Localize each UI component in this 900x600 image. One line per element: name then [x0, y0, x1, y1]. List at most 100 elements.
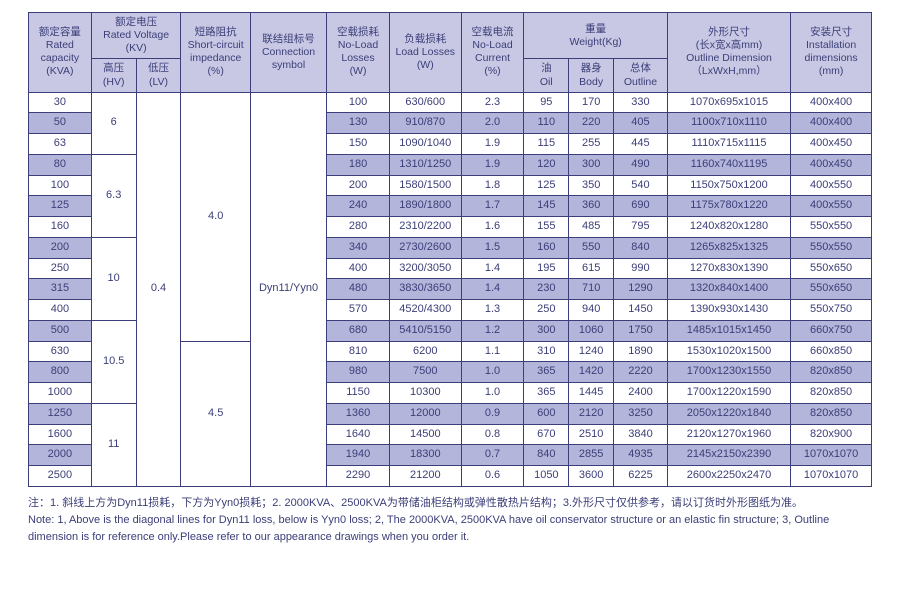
cell: 6200: [389, 341, 461, 362]
col-dim: 外形尺寸 (长x宽x高mm) Outline Dimension （LxWxH,…: [667, 13, 790, 93]
cell: 2.3: [461, 92, 524, 113]
cell: 1420: [569, 362, 614, 383]
cell: 400x550: [791, 175, 872, 196]
table-body: 3060.44.0Dyn11/Yyn0100630/6002.395170330…: [29, 92, 872, 486]
cell: 1000: [29, 383, 92, 404]
col-load: 负载损耗 Load Losses (W): [389, 13, 461, 93]
cell: 110: [524, 113, 569, 134]
cell: 1.0: [461, 362, 524, 383]
cell: 230: [524, 279, 569, 300]
cell: 820x900: [791, 424, 872, 445]
cell: 1.9: [461, 154, 524, 175]
cell: 2510: [569, 424, 614, 445]
cell: 2310/2200: [389, 217, 461, 238]
cell: 2145x2150x2390: [667, 445, 790, 466]
spec-table: 额定容量 Rated capacity (KVA) 额定电压 Rated Vol…: [28, 12, 872, 487]
cell: 2050x1220x1840: [667, 403, 790, 424]
cell: 365: [524, 383, 569, 404]
cell: 10: [91, 237, 136, 320]
cell: 125: [29, 196, 92, 217]
cell: 2120x1270x1960: [667, 424, 790, 445]
cell: 485: [569, 217, 614, 238]
cell: 570: [327, 300, 390, 321]
cell: 300: [524, 320, 569, 341]
cell: 2500: [29, 466, 92, 487]
cell: 2290: [327, 466, 390, 487]
cell: 240: [327, 196, 390, 217]
cell: 365: [524, 362, 569, 383]
cell: 550x550: [791, 217, 872, 238]
cell: 1110x715x1115: [667, 134, 790, 155]
cell: 0.9: [461, 403, 524, 424]
cell: 125: [524, 175, 569, 196]
cell: 180: [327, 154, 390, 175]
cell: 810: [327, 341, 390, 362]
col-oil: 油Oil: [524, 59, 569, 92]
cell: 480: [327, 279, 390, 300]
cell: 95: [524, 92, 569, 113]
col-body: 器身Body: [569, 59, 614, 92]
cell: 840: [524, 445, 569, 466]
cell: 1485x1015x1450: [667, 320, 790, 341]
cell: 2730/2600: [389, 237, 461, 258]
cell: 1890/1800: [389, 196, 461, 217]
cell: 1240x820x1280: [667, 217, 790, 238]
cell: 1150: [327, 383, 390, 404]
cell: 550x650: [791, 258, 872, 279]
cell: 1.0: [461, 383, 524, 404]
col-voltage: 额定电压 Rated Voltage (KV): [91, 13, 181, 59]
cell: 0.4: [136, 92, 181, 486]
cell: 630: [29, 341, 92, 362]
cell: 445: [614, 134, 668, 155]
cell: 4520/4300: [389, 300, 461, 321]
cell: 195: [524, 258, 569, 279]
cell: 1.4: [461, 258, 524, 279]
cell: 350: [569, 175, 614, 196]
cell: 1580/1500: [389, 175, 461, 196]
cell: 1160x740x1195: [667, 154, 790, 175]
cell: 7500: [389, 362, 461, 383]
cell: 710: [569, 279, 614, 300]
cell: 3200/3050: [389, 258, 461, 279]
cell: 820x850: [791, 403, 872, 424]
cell: 940: [569, 300, 614, 321]
col-outline: 总体Outline: [614, 59, 668, 92]
col-nlcurrent: 空载电流 No-Load Current (%): [461, 13, 524, 93]
cell: 1640: [327, 424, 390, 445]
table-row: 3060.44.0Dyn11/Yyn0100630/6002.395170330…: [29, 92, 872, 113]
cell: 14500: [389, 424, 461, 445]
cell: 4935: [614, 445, 668, 466]
note-en: Note: 1, Above is the diagonal lines for…: [28, 512, 872, 546]
cell: 0.7: [461, 445, 524, 466]
cell: 670: [524, 424, 569, 445]
cell: 400x450: [791, 154, 872, 175]
table-header: 额定容量 Rated capacity (KVA) 额定电压 Rated Vol…: [29, 13, 872, 93]
cell: 1270x830x1390: [667, 258, 790, 279]
cell: 115: [524, 134, 569, 155]
cell: 400x400: [791, 92, 872, 113]
cell: Dyn11/Yyn0: [250, 92, 326, 486]
cell: 1940: [327, 445, 390, 466]
cell: 1.7: [461, 196, 524, 217]
cell: 2.0: [461, 113, 524, 134]
cell: 1.6: [461, 217, 524, 238]
cell: 6.3: [91, 154, 136, 237]
cell: 1070x1070: [791, 445, 872, 466]
cell: 4.5: [181, 341, 251, 486]
col-conn: 联结组标号 Connection symbol: [250, 13, 326, 93]
cell: 10300: [389, 383, 461, 404]
cell: 255: [569, 134, 614, 155]
col-hv: 高压(HV): [91, 59, 136, 92]
cell: 400: [327, 258, 390, 279]
cell: 250: [524, 300, 569, 321]
cell: 11: [91, 403, 136, 486]
footnotes: 注：1. 斜线上方为Dyn11损耗，下方为Yyn0损耗；2. 2000KVA、2…: [28, 495, 872, 546]
col-install: 安装尺寸 Installation dimensions (mm): [791, 13, 872, 93]
cell: 12000: [389, 403, 461, 424]
cell: 200: [327, 175, 390, 196]
cell: 490: [614, 154, 668, 175]
cell: 800: [29, 362, 92, 383]
cell: 160: [524, 237, 569, 258]
cell: 2400: [614, 383, 668, 404]
cell: 400x400: [791, 113, 872, 134]
